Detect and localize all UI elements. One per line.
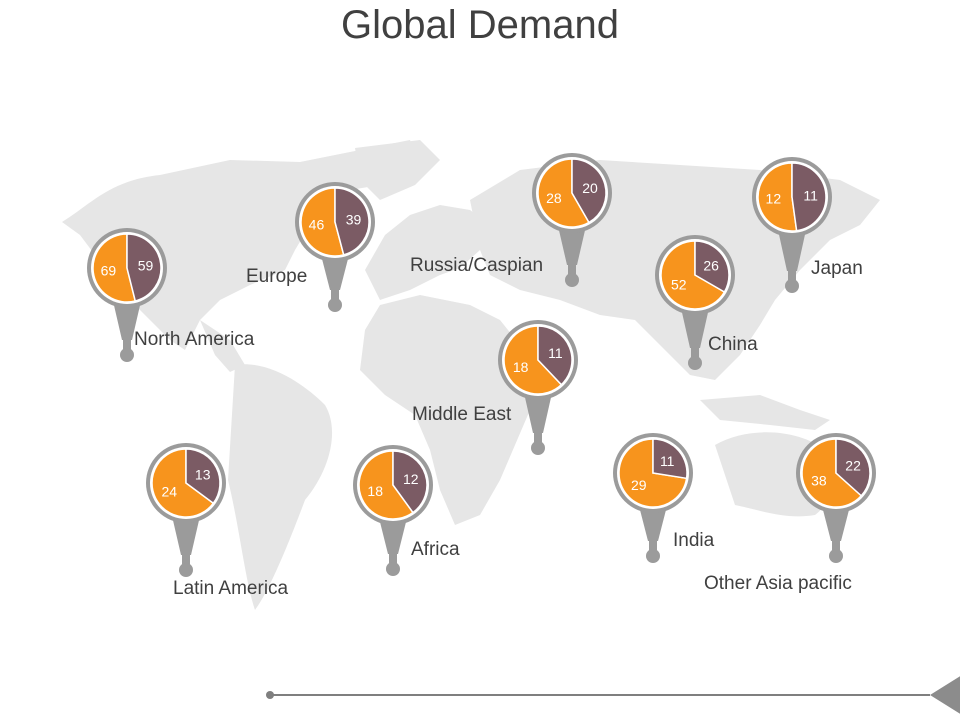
pie-value-purple: 11: [660, 453, 675, 469]
region-label-japan: Japan: [811, 258, 863, 279]
pie-slice-purple: [571, 158, 607, 224]
pin-stem: [113, 301, 141, 340]
pie-slice-orange: [358, 450, 415, 520]
pin-stem: [681, 308, 709, 348]
pin-india: 29 11: [613, 433, 693, 563]
pie-slice-purple: [126, 233, 162, 302]
pin-neck: [389, 551, 397, 565]
pie-slice-purple: [694, 240, 730, 294]
pie-value-purple: 26: [703, 258, 719, 274]
pin-stem: [524, 393, 552, 433]
region-label-north-america: North America: [134, 329, 255, 350]
page-title: Global Demand: [341, 3, 619, 47]
pin-dot: [120, 348, 134, 362]
pin-stem: [778, 230, 806, 271]
pie-slice-purple: [652, 438, 688, 480]
region-label-latin-america: Latin America: [173, 578, 289, 599]
pie-value-orange: 46: [309, 216, 325, 232]
pin-dot: [646, 549, 660, 563]
pin-dot: [179, 563, 193, 577]
map-europe: [365, 205, 490, 300]
pin-neck: [331, 287, 339, 301]
pin-neck: [788, 268, 796, 282]
pie-slice-orange: [92, 233, 137, 303]
pie-slice-purple: [537, 325, 573, 386]
region-label-middle-east: Middle East: [412, 404, 512, 425]
pin-russia-caspian: 28 20: [532, 153, 612, 287]
pin-neck: [832, 538, 840, 552]
region-label-africa: Africa: [411, 539, 460, 560]
pie-slice-orange: [503, 325, 563, 395]
pie-value-purple: 11: [548, 345, 563, 361]
pie-value-purple: 22: [845, 457, 861, 473]
bottom-line-dot: [266, 691, 274, 699]
pin-china: 52 26: [655, 235, 735, 370]
pie-slice-purple: [835, 438, 871, 497]
map-greenland: [355, 140, 440, 200]
pie-slice-orange: [801, 438, 863, 508]
pin-neck: [182, 552, 190, 566]
pie-value-purple: 11: [803, 188, 818, 204]
region-label-china: China: [708, 334, 758, 355]
map-central-america: [200, 320, 245, 372]
pie-slice-orange: [151, 448, 215, 518]
pie-value-orange: 52: [671, 276, 687, 292]
pin-dot: [386, 562, 400, 576]
pie-value-purple: 12: [403, 471, 419, 487]
pie-value-orange: 24: [162, 483, 178, 499]
pie-value-purple: 20: [582, 180, 598, 196]
pin-dot: [829, 549, 843, 563]
pin-latin-america: 24 13: [146, 443, 226, 577]
pie-slice-orange: [537, 158, 591, 228]
pie-value-orange: 28: [546, 190, 562, 206]
pin-dot: [688, 356, 702, 370]
map-south-america: [228, 364, 333, 610]
pie-value-purple: 59: [138, 258, 154, 274]
pin-dot: [531, 441, 545, 455]
region-label-europe: Europe: [246, 266, 308, 287]
pin-dot: [565, 273, 579, 287]
pie-slice-orange: [300, 187, 345, 257]
bottom-arrow: [930, 676, 960, 714]
pie-value-orange: 69: [101, 262, 117, 278]
pin-stem: [639, 506, 667, 541]
pin-dot: [328, 298, 342, 312]
pin-europe: 46 39: [295, 182, 375, 312]
pin-stem: [379, 518, 407, 554]
pin-other-asia-pacific: 38 22: [796, 433, 876, 563]
pin-neck: [534, 430, 542, 444]
pin-neck: [649, 538, 657, 552]
pie-slice-purple: [185, 448, 221, 505]
pie-value-orange: 38: [811, 473, 827, 489]
pie-slice-orange: [660, 240, 726, 310]
pie-value-purple: 39: [346, 212, 362, 228]
map-se-asia: [700, 395, 830, 430]
pin-japan: 12 11: [752, 157, 832, 293]
pie-value-orange: 18: [367, 483, 383, 499]
pie-slice-purple: [334, 187, 370, 256]
pin-neck: [123, 337, 131, 351]
pin-stem: [172, 516, 200, 555]
pie-value-purple: 13: [195, 467, 211, 483]
pin-dot: [785, 279, 799, 293]
pie-value-orange: 12: [766, 190, 782, 206]
pin-neck: [691, 345, 699, 359]
pie-value-orange: 29: [631, 477, 647, 493]
pin-stem: [558, 226, 586, 265]
pin-stem: [822, 506, 850, 541]
region-label-india: India: [673, 530, 715, 551]
pie-slice-purple: [392, 450, 428, 514]
pie-value-orange: 18: [513, 359, 529, 375]
pin-stem: [321, 255, 349, 290]
pin-north-america: 69 59: [87, 228, 167, 362]
region-label-russia-caspian: Russia/Caspian: [410, 255, 544, 276]
region-label-other-asia-pacific: Other Asia pacific: [704, 573, 852, 594]
pie-slice-purple: [791, 162, 827, 232]
pin-neck: [568, 262, 576, 276]
pie-slice-orange: [757, 162, 798, 232]
